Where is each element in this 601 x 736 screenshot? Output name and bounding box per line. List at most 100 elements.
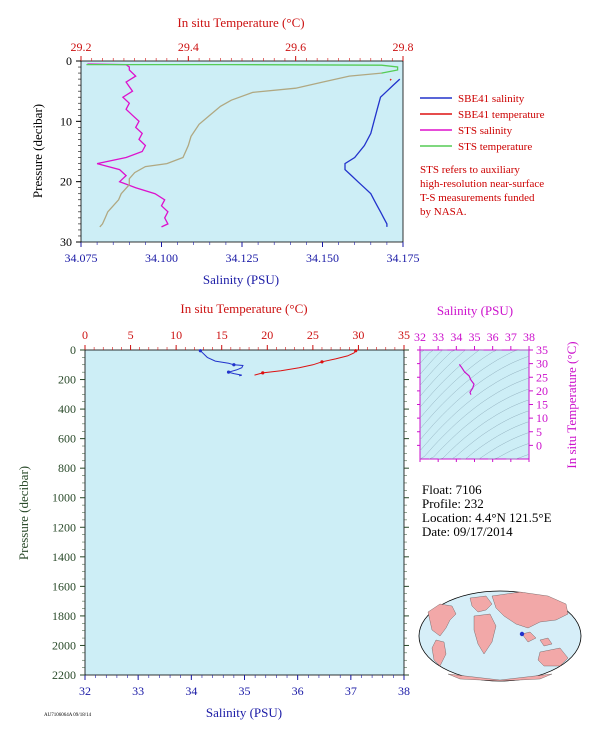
bottom-pressure-tick-label: 800 — [58, 461, 76, 475]
bottom-point-sbe41-temperature — [261, 371, 265, 375]
bottom-temperature-axis-title: In situ Temperature (°C) — [180, 301, 307, 316]
bottom-point-sbe41-salinity — [232, 363, 236, 367]
ts-salinity-tick-label: 33 — [432, 330, 444, 344]
bottom-temperature-tick-label: 10 — [170, 328, 182, 342]
bottom-pressure-tick-label: 400 — [58, 402, 76, 416]
bottom-point-sbe41-temperature — [320, 360, 324, 364]
ts-salinity-axis-title: Salinity (PSU) — [437, 303, 513, 318]
top-temperature-tick-label: 29.8 — [393, 40, 414, 54]
top-salinity-tick-label: 34.125 — [226, 251, 259, 265]
bottom-temperature-tick-label: 20 — [261, 328, 273, 342]
bottom-salinity-tick-label: 35 — [239, 684, 251, 698]
sts-footnote: STS refers to auxiliary high-resolution n… — [420, 164, 544, 218]
ts-temperature-tick-label: 35 — [536, 343, 548, 357]
bottom-pressure-tick-label: 2000 — [52, 638, 76, 652]
bottom-pressure-tick-label: 1200 — [52, 520, 76, 534]
bottom-temperature-tick-label: 35 — [398, 328, 410, 342]
isopycnal-line — [438, 399, 530, 460]
legend-label-sts-temperature: STS temperature — [458, 141, 532, 153]
ts-temperature-tick-label: 5 — [536, 425, 542, 439]
ts-temperature-tick-label: 15 — [536, 398, 548, 412]
bottom-pressure-tick-label: 600 — [58, 432, 76, 446]
ts-salinity-tick-label: 35 — [469, 330, 481, 344]
ts-plot-area — [419, 349, 530, 460]
bottom-temperature-tick-label: 0 — [82, 328, 88, 342]
top-series-sts-salinity — [87, 63, 169, 228]
ts-inset-panel: Salinity (PSU) 32 33 34 35 36 37 38 0510152025… — [414, 303, 579, 469]
top-series-sts-temperature — [86, 63, 399, 74]
ts-salinity-tick-label: 32 — [414, 330, 426, 344]
isopycnal-line — [419, 349, 484, 408]
bottom-salinity-tick-label: 36 — [292, 684, 304, 698]
bottom-pressure-tick-label: 0 — [70, 343, 76, 357]
map-land-antarctica — [447, 673, 553, 682]
legend: SBE41 salinity SBE41 temperature STS salin… — [420, 93, 545, 153]
bottom-plot-area — [84, 349, 405, 676]
map-land-americas — [427, 603, 457, 667]
bottom-salinity-tick-label: 38 — [398, 684, 410, 698]
top-salinity-axis-title: Salinity (PSU) — [203, 272, 279, 287]
isopycnal-line — [451, 410, 530, 460]
top-series-sbe41-salinity — [344, 78, 401, 227]
isopycnal-line — [419, 366, 530, 451]
ts-salinity-tick-label: 34 — [450, 330, 462, 344]
bottom-point-sbe41-salinity — [198, 349, 202, 353]
isopycnal-line — [419, 349, 434, 364]
top-pressure-tick-label: 30 — [60, 235, 72, 249]
ts-temperature-tick-label: 0 — [536, 438, 542, 452]
top-salinity-tick-label: 34.175 — [387, 251, 420, 265]
bottom-temperature-tick-label: 25 — [307, 328, 319, 342]
top-salinity-tick-label: 34.075 — [65, 251, 98, 265]
footer-code: AU7106064A 09/18/14 — [44, 713, 92, 718]
map-land-australia — [537, 647, 569, 667]
bottom-pressure-tick-label: 1400 — [52, 550, 76, 564]
bottom-point-sbe41-temperature — [354, 349, 358, 353]
bottom-temperature-tick-label: 5 — [128, 328, 134, 342]
top-series-sbe41-temperature — [389, 78, 392, 81]
footnote-line: high-resolution near-surface — [420, 178, 544, 190]
map-land-asia — [491, 591, 569, 629]
bottom-series-sbe41-temperature — [254, 350, 357, 376]
top-temperature-axis-title: In situ Temperature (°C) — [177, 15, 304, 30]
bottom-salinity-tick-label: 32 — [79, 684, 91, 698]
top-series-overlap — [99, 72, 382, 228]
ts-temperature-tick-label: 30 — [536, 357, 548, 371]
bottom-pressure-tick-label: 1000 — [52, 491, 76, 505]
bottom-series-sbe41-salinity — [200, 350, 244, 377]
bottom-pressure-tick-label: 2200 — [52, 668, 76, 682]
legend-label-sbe41-temperature: SBE41 temperature — [458, 109, 545, 121]
isopycnal-line — [506, 454, 530, 460]
ts-salinity-tick-label: 38 — [523, 330, 535, 344]
profile-date: Date: 09/17/2014 — [422, 524, 513, 539]
legend-label-sbe41-salinity: SBE41 salinity — [458, 93, 525, 105]
map-land-europe-africa — [469, 595, 497, 655]
float-location: Location: 4.4°N 121.5°E — [422, 510, 552, 525]
near-surface-panel: In situ Temperature (°C) 34.075 34.100 34.… — [30, 15, 420, 287]
ts-salinity-tick-label: 37 — [505, 330, 517, 344]
bottom-salinity-tick-label: 37 — [345, 684, 357, 698]
profile-number: Profile: 232 — [422, 496, 484, 511]
isopycnal-line — [419, 355, 530, 441]
isopycnal-line — [474, 432, 530, 460]
bottom-pressure-tick-label: 1800 — [52, 609, 76, 623]
isopycnal-line — [419, 349, 470, 397]
ts-temperature-axis-title: In situ Temperature (°C) — [564, 341, 579, 468]
isopycnal-line — [419, 349, 529, 430]
footnote-line: STS refers to auxiliary — [420, 164, 520, 176]
float-location-marker — [519, 631, 525, 637]
map-land-maritime — [521, 631, 553, 647]
ts-series-profile-t-s — [458, 364, 475, 395]
top-pressure-tick-label: 10 — [60, 114, 72, 128]
bottom-point-sbe41-salinity — [226, 370, 231, 374]
isopycnal-line — [419, 349, 448, 375]
legend-label-sts-salinity: STS salinity — [458, 125, 513, 137]
ts-temperature-tick-label: 25 — [536, 370, 548, 384]
ts-temperature-tick-label: 20 — [536, 384, 548, 398]
isopycnal-line — [429, 388, 530, 460]
footnote-line: T-S measurements funded — [420, 192, 535, 204]
bottom-pressure-axis-title: Pressure (decibar) — [16, 466, 31, 560]
world-map — [418, 590, 582, 682]
bottom-salinity-tick-label: 33 — [132, 684, 144, 698]
